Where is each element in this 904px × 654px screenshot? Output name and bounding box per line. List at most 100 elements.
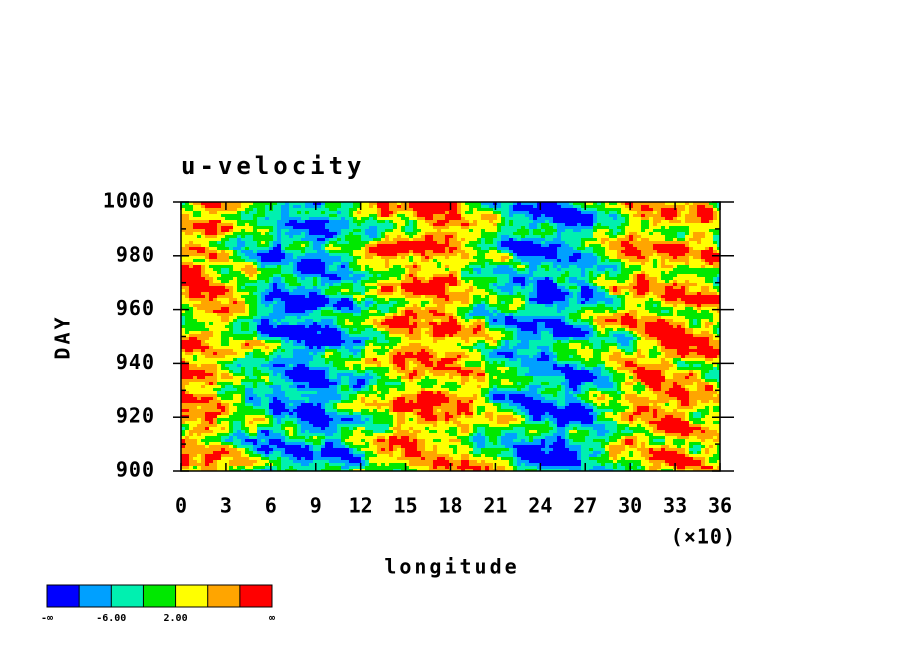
contour-cell <box>501 259 506 263</box>
contour-cell <box>417 271 450 275</box>
contour-cell <box>621 397 626 401</box>
contour-cell <box>693 202 710 206</box>
contour-cell <box>273 415 286 419</box>
contour-cell <box>341 433 354 437</box>
contour-cell <box>609 334 614 338</box>
contour-cell <box>361 448 378 452</box>
contour-cell <box>377 391 382 395</box>
contour-cell <box>577 247 586 251</box>
contour-cell <box>609 376 614 380</box>
x-tick-label: 30 <box>618 494 642 518</box>
contour-cell <box>229 430 234 434</box>
contour-cell <box>433 298 446 302</box>
contour-cell <box>521 388 530 392</box>
contour-cell <box>485 427 514 431</box>
contour-cell <box>661 274 678 278</box>
contour-cell <box>713 217 718 221</box>
contour-cell <box>185 430 190 434</box>
contour-cell <box>677 274 698 278</box>
contour-cell <box>609 238 618 242</box>
contour-cell <box>469 220 474 224</box>
contour-cell <box>349 451 354 455</box>
contour-cell <box>473 229 482 233</box>
contour-cell <box>617 295 626 299</box>
contour-cell <box>593 349 610 353</box>
contour-cell <box>353 274 366 278</box>
contour-cell <box>233 337 254 341</box>
contour-cell <box>373 337 378 341</box>
contour-cell <box>629 310 638 314</box>
contour-cell <box>509 238 514 242</box>
contour-cell <box>469 205 482 209</box>
contour-cell <box>489 286 498 290</box>
contour-cell <box>325 304 334 308</box>
contour-cell <box>253 451 258 455</box>
contour-cell <box>581 463 602 467</box>
contour-cell <box>329 229 342 233</box>
contour-cell <box>237 358 266 362</box>
contour-cell <box>301 244 306 248</box>
contour-cell <box>277 223 286 227</box>
contour-cell <box>357 328 366 332</box>
contour-cell <box>393 445 402 449</box>
contour-cell <box>409 253 414 257</box>
contour-cell <box>245 235 254 239</box>
contour-cell <box>325 352 334 356</box>
contour-cell <box>481 412 486 416</box>
contour-cell <box>393 214 398 218</box>
contour-cell <box>201 235 206 239</box>
contour-cell <box>385 382 402 386</box>
contour-cell <box>685 307 694 311</box>
contour-cell <box>633 286 650 290</box>
contour-cell <box>213 298 218 302</box>
contour-cell <box>205 268 214 272</box>
contour-cell <box>481 319 486 323</box>
contour-cell <box>461 412 466 416</box>
contour-cell <box>625 232 630 236</box>
contour-cell <box>181 358 186 362</box>
contour-cell <box>401 448 406 452</box>
contour-cell <box>437 391 442 395</box>
contour-cell <box>525 307 558 311</box>
contour-cell <box>269 229 274 233</box>
contour-cell <box>257 259 262 263</box>
contour-cell <box>481 364 486 368</box>
contour-cell <box>217 295 234 299</box>
contour-cell <box>337 232 342 236</box>
contour-cell <box>569 421 582 425</box>
contour-cell <box>181 460 190 464</box>
contour-cell <box>425 427 430 431</box>
contour-cell <box>425 253 458 257</box>
contour-cell <box>617 274 630 278</box>
contour-cell <box>449 445 458 449</box>
contour-cell <box>245 433 250 437</box>
contour-cell <box>365 385 370 389</box>
contour-cell <box>261 340 266 344</box>
contour-cell <box>293 460 314 464</box>
contour-cell <box>573 229 582 233</box>
contour-cell <box>237 220 258 224</box>
contour-cell <box>389 301 398 305</box>
contour-cell <box>505 316 514 320</box>
contour-cell <box>709 409 714 413</box>
contour-cell <box>633 403 650 407</box>
colorbar-label: 2.00 <box>164 613 188 624</box>
contour-cell <box>353 220 366 224</box>
contour-cell <box>617 340 630 344</box>
contour-cell <box>373 325 378 329</box>
contour-cell <box>417 226 434 230</box>
contour-cell <box>349 379 358 383</box>
contour-cell <box>561 340 570 344</box>
contour-cell <box>225 283 238 287</box>
contour-cell <box>497 283 506 287</box>
contour-cell <box>641 223 650 227</box>
contour-cell <box>401 424 434 428</box>
contour-cell <box>505 328 518 332</box>
contour-cell <box>409 337 422 341</box>
contour-cell <box>273 448 286 452</box>
contour-cell <box>425 439 434 443</box>
contour-cell <box>693 457 706 461</box>
contour-cell <box>633 415 654 419</box>
contour-cell <box>629 283 638 287</box>
contour-cell <box>605 205 626 209</box>
